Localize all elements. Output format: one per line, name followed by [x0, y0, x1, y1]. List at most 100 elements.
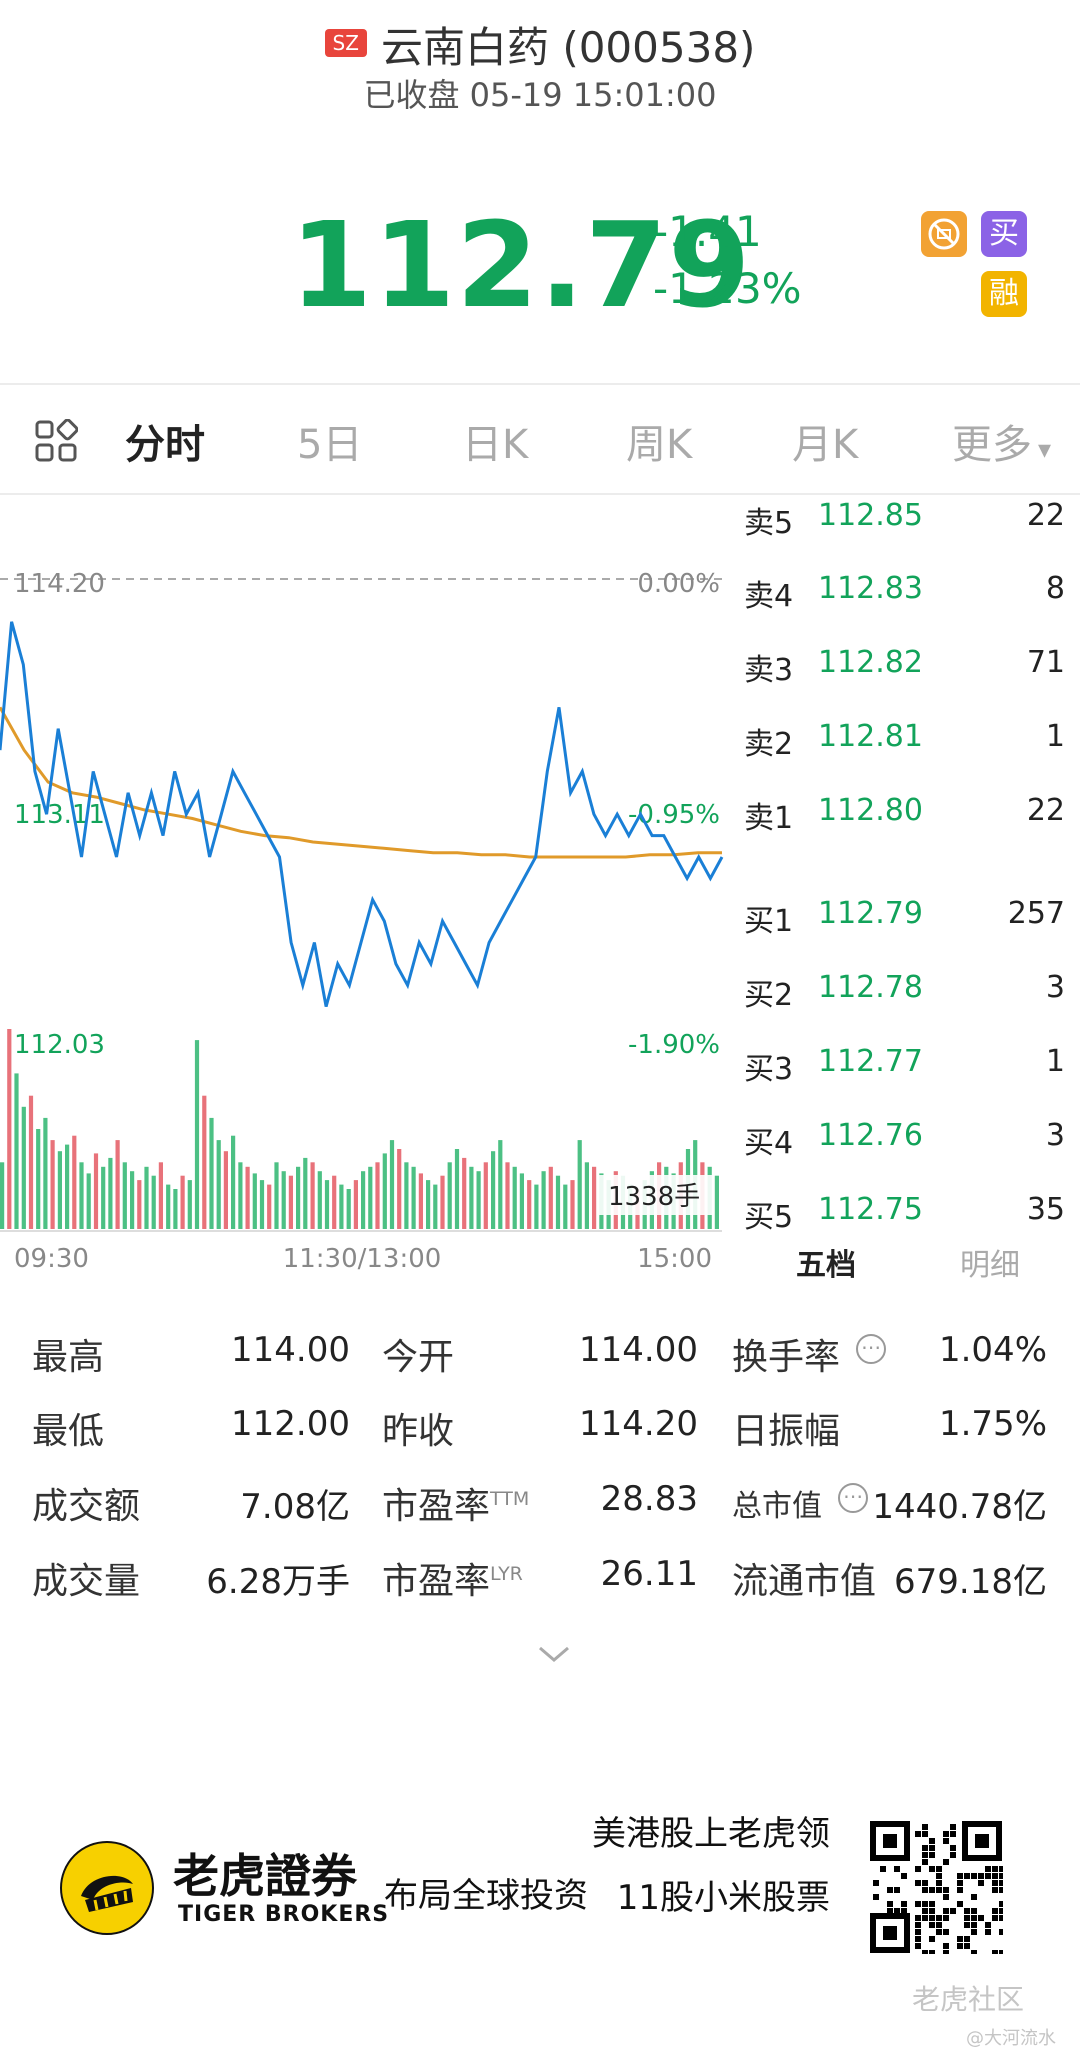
volume-bar	[584, 1162, 589, 1229]
qr-cell	[936, 1866, 942, 1872]
qr-cell	[887, 1908, 893, 1914]
volume-bar	[375, 1162, 380, 1229]
ask-volume: 8	[1045, 571, 1065, 606]
brand-name-en: TIGER BROKERS	[178, 1902, 390, 1927]
qr-cell	[929, 1901, 935, 1907]
margin-badge[interactable]: 融	[981, 271, 1027, 317]
qr-cell	[943, 1950, 949, 1954]
tab-daily-k[interactable]: 日K	[462, 422, 529, 468]
market-status: 已收盘 05-19 15:01:00	[363, 76, 717, 114]
intraday-chart[interactable]: 114.20 0.00% 113.11 -0.95% 112.03 -1.90%…	[0, 495, 730, 1295]
stat-pe-ttm-label: 市盈率TTM	[382, 1477, 529, 1529]
volume-bar	[274, 1162, 279, 1229]
qr-cell	[943, 1915, 949, 1921]
info-icon[interactable]: ⋯	[856, 1334, 886, 1364]
bid-label: 买4	[744, 1126, 794, 1161]
ask-price: 112.82	[818, 645, 923, 680]
tab-more[interactable]: 更多 ▾	[952, 412, 1051, 470]
volume-bar	[21, 1106, 26, 1229]
qr-cell	[915, 1880, 921, 1886]
chevron-down-icon: ▾	[1038, 435, 1052, 465]
qr-cell	[978, 1880, 984, 1886]
tab-trade-detail[interactable]: 明细	[960, 1248, 1020, 1283]
volume-bar	[231, 1135, 236, 1229]
qr-cell	[992, 1887, 998, 1893]
stat-volume-value: 6.28万手	[206, 1562, 350, 1602]
tab-5day[interactable]: 5日	[297, 422, 363, 468]
qr-cell	[915, 1943, 921, 1949]
volume-bar	[0, 1162, 5, 1229]
volume-bar	[382, 1153, 387, 1229]
tiger-logo-icon	[60, 1841, 154, 1935]
qr-cell	[985, 1866, 991, 1872]
volume-bar	[462, 1157, 467, 1229]
volume-bar	[79, 1162, 84, 1229]
buy-badge[interactable]: 买	[981, 211, 1027, 257]
volume-label-bg	[598, 1175, 712, 1215]
qr-cell	[929, 1936, 935, 1942]
qr-cell	[915, 1929, 921, 1935]
qr-cell	[922, 1859, 928, 1865]
brand-name: 老虎證券	[173, 1849, 357, 1903]
qr-cell	[915, 1936, 921, 1942]
qr-cell	[873, 1880, 879, 1886]
bid-price: 112.76	[818, 1118, 923, 1153]
x-tick-open: 09:30	[14, 1244, 89, 1274]
chevron-down-icon[interactable]	[536, 1642, 572, 1666]
volume-bar	[108, 1157, 113, 1229]
qr-cell	[971, 1929, 977, 1935]
qr-cell	[929, 1922, 935, 1928]
price-label-mid: 113.11	[14, 800, 105, 830]
tab-order-book[interactable]: 五档	[796, 1248, 856, 1283]
volume-bar	[440, 1175, 445, 1229]
stat-amplitude-label: 日振幅	[732, 1411, 841, 1452]
volume-bar	[288, 1175, 293, 1229]
stat-float-cap-label: 流通市值	[732, 1561, 877, 1602]
volume-bar	[498, 1140, 503, 1229]
volume-bar	[296, 1166, 301, 1229]
qr-cell	[887, 1901, 893, 1907]
volume-bar	[577, 1140, 582, 1229]
volume-bar	[483, 1162, 488, 1229]
tab-monthly-k[interactable]: 月K	[792, 422, 859, 468]
tab-intraday[interactable]: 分时	[125, 422, 205, 468]
volume-bar	[43, 1117, 48, 1229]
grid-icon[interactable]	[34, 419, 78, 463]
volume-bar	[209, 1117, 214, 1229]
qr-cell	[999, 1873, 1003, 1879]
volume-bar	[57, 1151, 62, 1229]
qr-cell	[971, 1908, 977, 1914]
bid-volume: 35	[1026, 1192, 1065, 1227]
volume-bar	[332, 1175, 337, 1229]
volume-bar	[346, 1189, 351, 1229]
qr-cell	[922, 1845, 928, 1851]
volume-bar	[28, 1095, 34, 1229]
qr-cell	[936, 1873, 942, 1879]
qr-cell	[922, 1880, 928, 1886]
qr-cell	[964, 1908, 970, 1914]
volume-bar	[563, 1184, 568, 1229]
volume-bar	[202, 1095, 207, 1229]
volume-bar	[36, 1129, 41, 1229]
qr-cell	[922, 1887, 928, 1893]
info-icon[interactable]: ⋯	[838, 1483, 868, 1513]
volume-bar	[267, 1184, 272, 1229]
no-short-icon[interactable]	[921, 211, 967, 257]
ask-price: 112.80	[818, 793, 923, 828]
qr-cell	[929, 1838, 935, 1844]
qr-cell	[964, 1922, 970, 1928]
stat-low-value: 112.00	[231, 1404, 350, 1444]
stat-open-value: 114.00	[579, 1330, 698, 1370]
volume-bar	[397, 1149, 402, 1229]
tab-weekly-k[interactable]: 周K	[626, 422, 693, 468]
volume-bar	[303, 1157, 308, 1229]
qr-cell	[915, 1866, 921, 1872]
volume-bar	[491, 1151, 496, 1229]
qr-cell	[936, 1880, 942, 1886]
qr-cell	[936, 1915, 942, 1921]
ask-volume: 22	[1026, 498, 1065, 533]
qr-cell	[943, 1887, 949, 1893]
qr-cell	[971, 1950, 977, 1954]
stat-pe-ttm-text: 市盈率	[382, 1486, 491, 1527]
qr-cell	[915, 1901, 921, 1907]
